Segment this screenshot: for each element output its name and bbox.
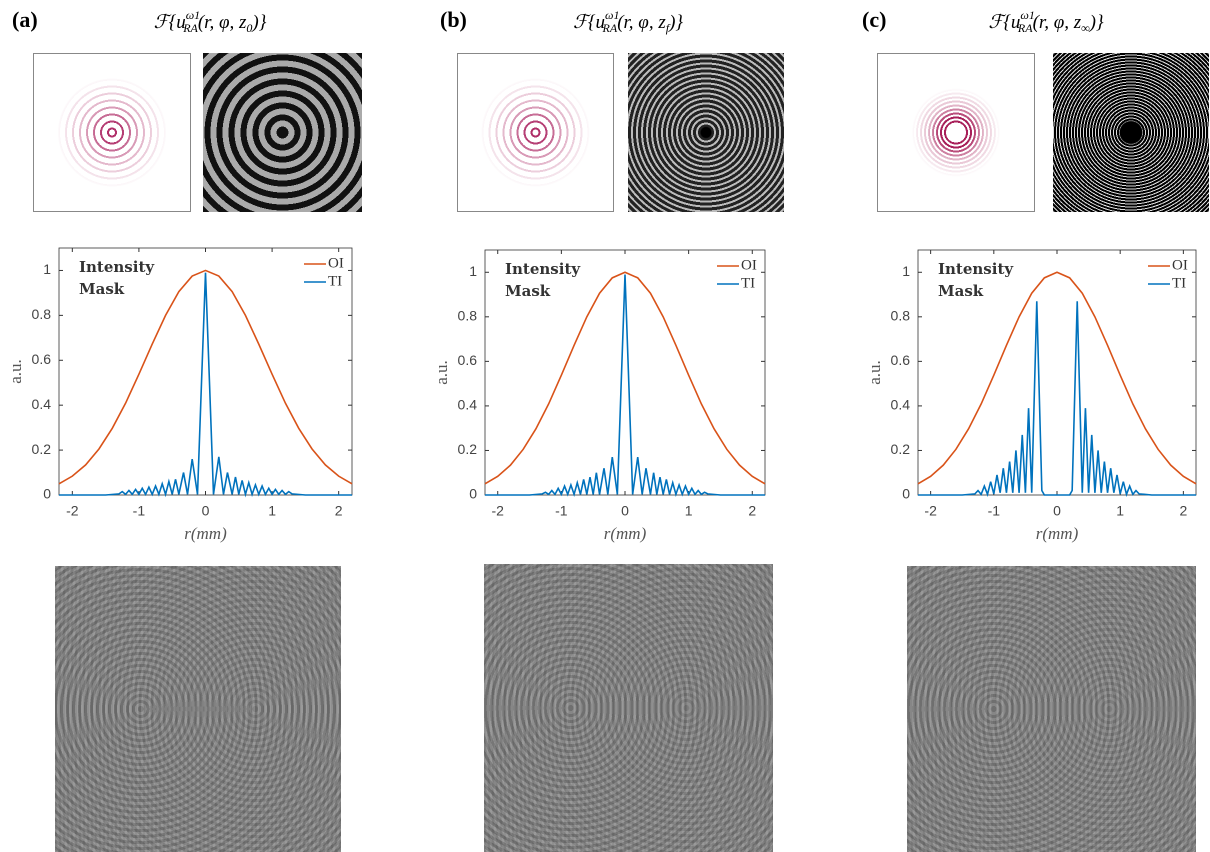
x-tick-label: -2 <box>66 503 79 519</box>
x-tick-label: -1 <box>133 503 146 519</box>
x-tick-label: 1 <box>685 503 693 519</box>
intensity-image <box>877 53 1035 212</box>
annotation: Intensity <box>505 260 581 278</box>
x-tick-label: 0 <box>1053 503 1061 519</box>
title-part: ω1 <box>186 8 200 22</box>
title-part: )} <box>251 12 266 33</box>
title-part: )} <box>668 12 683 33</box>
title-part: RA <box>1017 21 1033 35</box>
y-tick-label: 0.2 <box>32 441 52 457</box>
title-part: ℱ{u <box>573 12 605 33</box>
annotation: Mask <box>938 282 984 300</box>
title-part: ω1 <box>1020 8 1034 22</box>
x-tick-label: -1 <box>988 503 1001 519</box>
mask-image <box>628 53 784 212</box>
legend-label: TI <box>741 275 755 291</box>
mask-image <box>203 53 362 212</box>
x-tick-label: 1 <box>268 503 276 519</box>
legend-label: TI <box>328 273 342 289</box>
title-part: RA <box>182 21 198 35</box>
y-tick-label: 0.6 <box>891 352 911 368</box>
y-tick-label: 1 <box>43 261 51 277</box>
title-part: )} <box>1089 12 1104 33</box>
title-part: 0 <box>246 21 252 35</box>
title-part: (r, φ, z <box>617 12 666 33</box>
y-tick-label: 0.4 <box>458 397 478 413</box>
data-line <box>917 271 1197 485</box>
legend-label: OI <box>1172 257 1188 273</box>
annotation: Intensity <box>938 260 1014 278</box>
hologram-image <box>55 566 341 852</box>
title-part: (r, φ, z <box>198 12 247 33</box>
y-tick-label: 0 <box>43 486 51 502</box>
y-tick-label: 0.4 <box>32 396 52 412</box>
x-axis-label: r(mm) <box>184 524 227 543</box>
title-part: ∞ <box>1081 21 1090 35</box>
intensity-image <box>33 53 191 212</box>
plot-area <box>917 249 1197 496</box>
title-part: ω1 <box>605 8 619 22</box>
chart-title: ℱ{uω1 RA(r, φ, z0)} <box>154 8 267 35</box>
y-tick-label: 0.8 <box>891 308 911 324</box>
title-part: ℱ{u <box>154 12 186 33</box>
y-tick-label: 0 <box>902 486 910 502</box>
x-tick-label: -1 <box>555 503 568 519</box>
panel-label: (b) <box>440 7 467 32</box>
title-part: RA <box>602 21 618 35</box>
data-line <box>59 272 352 498</box>
x-tick-label: 0 <box>621 503 629 519</box>
y-tick-label: 0.6 <box>458 352 478 368</box>
y-tick-label: 1 <box>902 263 910 279</box>
x-tick-label: -2 <box>492 503 505 519</box>
intensity-image <box>457 53 614 212</box>
annotation: Mask <box>79 280 125 298</box>
x-tick-label: 0 <box>202 503 210 519</box>
chart-title: ℱ{uω1 RA(r, φ, zf)} <box>573 8 683 35</box>
y-axis-label: a.u. <box>432 360 451 385</box>
y-tick-label: 0 <box>469 486 477 502</box>
y-tick-label: 0.8 <box>458 308 478 324</box>
y-tick-label: 0.8 <box>32 306 52 322</box>
panel-label: (a) <box>12 7 38 32</box>
x-tick-label: 2 <box>748 503 756 519</box>
y-tick-label: 0.2 <box>458 441 478 457</box>
chart-title: ℱ{uω1 RA(r, φ, z∞)} <box>988 8 1104 35</box>
panel-label: (c) <box>862 7 886 32</box>
y-tick-label: 1 <box>469 263 477 279</box>
legend-label: OI <box>741 257 757 273</box>
data-line <box>918 301 1196 497</box>
y-tick-label: 0.6 <box>32 351 52 367</box>
annotation: Mask <box>505 282 551 300</box>
x-tick-label: -2 <box>924 503 937 519</box>
x-tick-label: 2 <box>335 503 343 519</box>
data-line <box>485 274 765 498</box>
data-line <box>484 271 766 485</box>
x-tick-label: 2 <box>1179 503 1187 519</box>
y-axis-label: a.u. <box>6 359 25 384</box>
title-part: (r, φ, z <box>1033 12 1082 33</box>
legend-label: OI <box>328 255 344 271</box>
y-axis-label: a.u. <box>865 360 884 385</box>
title-part: f <box>666 21 671 35</box>
x-axis-label: r(mm) <box>1036 524 1079 543</box>
hologram-image <box>484 564 773 852</box>
data-line <box>58 269 353 485</box>
hologram-image <box>907 566 1196 852</box>
x-axis-label: r(mm) <box>604 524 647 543</box>
y-tick-label: 0.2 <box>891 441 911 457</box>
y-tick-label: 0.4 <box>891 397 911 413</box>
x-tick-label: 1 <box>1116 503 1124 519</box>
legend-label: TI <box>1172 275 1186 291</box>
title-part: ℱ{u <box>988 12 1020 33</box>
mask-image <box>1053 53 1209 212</box>
annotation: Intensity <box>79 258 155 276</box>
